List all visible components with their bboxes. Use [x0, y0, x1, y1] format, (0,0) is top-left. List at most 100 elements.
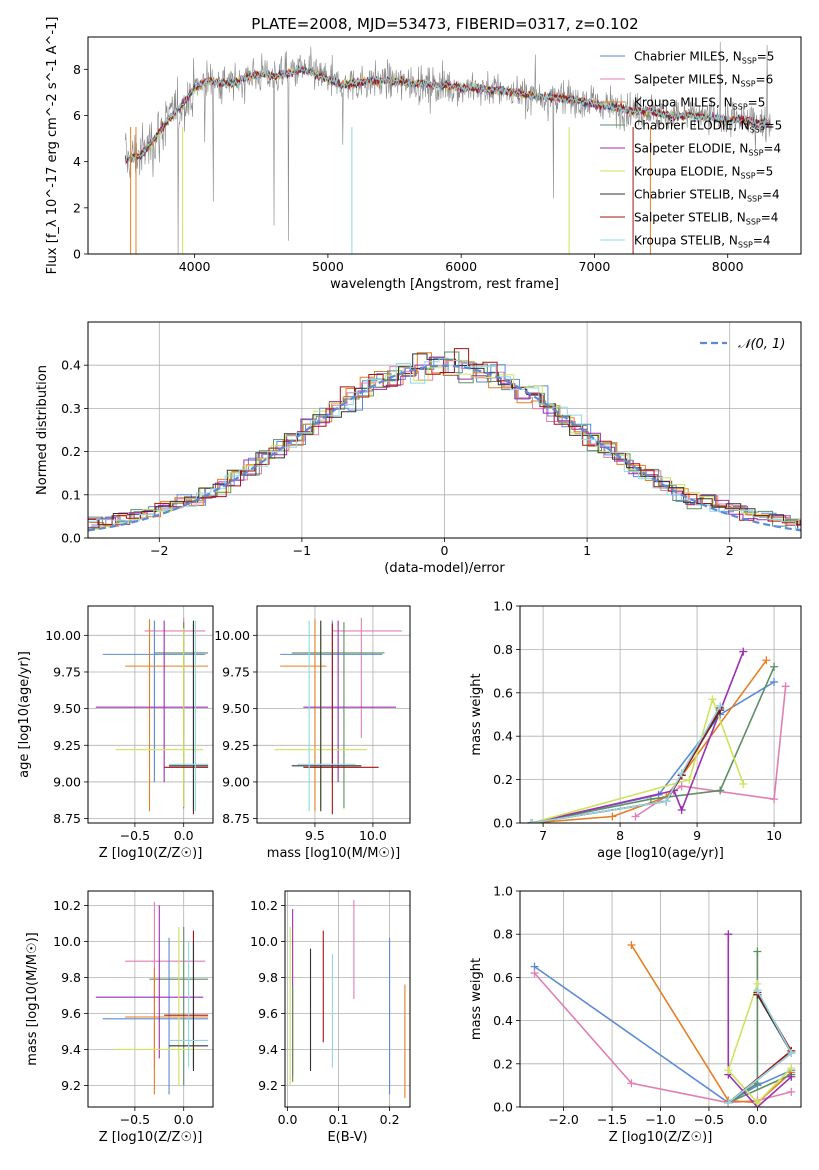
x-tick-label: 5000 — [312, 259, 344, 274]
x-tick-label: −2.0 — [548, 1112, 578, 1127]
legend-subscript: SSP — [741, 172, 756, 181]
mw_vs_Z-axes: −2.0 −1.5 −1.0 −0.5 0.0 0.0 0.2 0.4 0.6 0.8 1.0 Z [… — [469, 884, 802, 1145]
y-tick-label: 6 — [73, 108, 81, 123]
y-tick-label: 0.6 — [493, 685, 513, 700]
legend-suffix: =4 — [763, 142, 781, 156]
legend-subscript: SSP — [742, 57, 757, 66]
histogram-salpeter_miles — [90, 360, 801, 528]
y-axis-label: Flux [f_λ 10^-17 erg cm^-2 s^-1 A^-1] — [45, 17, 60, 275]
series-line-kroupa_stelib — [531, 705, 721, 823]
legend-entry: Chabrier MILES, NSSP=5 — [634, 50, 774, 66]
series-marker-kroupa_stelib — [527, 819, 536, 823]
series-line-chabrier_stelib — [727, 994, 793, 1104]
age_vs_mass-axes: 9.5 10.0 8.75 9.00 9.25 9.50 9.75 10.00 mass [lo… — [214, 605, 411, 861]
x-tick-label: −2 — [150, 543, 168, 558]
y-tick-label: 9.00 — [222, 774, 250, 789]
y-tick-label: 10.00 — [45, 628, 81, 643]
mw_vs_age-axes: 7 8 9 10 0.0 0.2 0.4 0.6 0.8 1.0 age [log10(age/yr… — [469, 599, 802, 861]
legend-subscript: SSP — [738, 241, 753, 250]
x-tick-label: 10 — [766, 828, 782, 843]
mw_vs_Z-lines — [530, 930, 796, 1107]
age_vs_Z-points — [95, 617, 209, 815]
y-tick-label: 9.4 — [258, 1042, 278, 1057]
x-tick-label: 0 — [441, 543, 449, 558]
normal-curve — [88, 364, 801, 532]
axes-frame — [87, 36, 802, 255]
y-tick-label: 4 — [73, 154, 81, 169]
legend-entry: Salpeter STELIB, NSSP=4 — [634, 211, 778, 227]
legend-subscript: SSP — [750, 126, 765, 135]
y-tick-label: 8.75 — [53, 811, 81, 826]
x-tick-label: 0.0 — [278, 1112, 298, 1127]
y-tick-label: 0.4 — [61, 358, 81, 373]
series-marker-salpeter_miles — [781, 682, 790, 691]
age_vs_Z-axes: −0.5 0.0 8.75 9.00 9.25 9.50 9.75 10.00 Z [log10… — [17, 605, 214, 861]
histogram-chabrier_elodie — [88, 351, 801, 530]
x-tick-label: 0.0 — [174, 1112, 194, 1127]
y-tick-label: 10.00 — [214, 628, 250, 643]
y-tick-label: 9.50 — [53, 701, 81, 716]
residuals-axes: −2 −1 0 1 2 0.0 0.1 0.2 0.3 0.4 (data-model)/error… — [35, 321, 802, 576]
y-tick-label: 0.8 — [493, 642, 513, 657]
series-marker-kroupa_stelib — [677, 769, 686, 778]
legend-entry: Salpeter ELODIE, NSSP=4 — [634, 142, 781, 158]
series-marker-kroupa_stelib — [662, 797, 671, 806]
series-marker-salpeter_elodie — [677, 805, 686, 814]
series-line-kroupa_elodie — [727, 983, 792, 1104]
legend-suffix: =6 — [756, 73, 774, 87]
series-marker-salpeter_miles — [787, 1087, 796, 1096]
axes-frame — [519, 605, 802, 824]
x-axis-label: E(B-V) — [327, 1130, 367, 1145]
y-tick-label: 9.50 — [222, 701, 250, 716]
series-marker-chabrier_elodie — [753, 947, 762, 956]
series-marker-kroupa_elodie — [724, 1066, 733, 1075]
legend-suffix: =4 — [762, 188, 780, 202]
series-marker-kroupa_elodie — [787, 1064, 796, 1073]
series-line-kroupa_miles — [531, 659, 768, 823]
x-tick-label: 7 — [539, 828, 547, 843]
series-marker-kroupa_miles — [608, 812, 617, 821]
y-tick-label: 9.8 — [258, 970, 278, 985]
series-marker-chabrier_elodie — [770, 662, 779, 671]
y-tick-label: 10.0 — [53, 934, 81, 949]
y-tick-label: 0.0 — [61, 531, 81, 546]
x-tick-label: 0.2 — [380, 1112, 400, 1127]
y-tick-label: 9.75 — [222, 664, 250, 679]
x-tick-label: 9 — [693, 828, 701, 843]
series-line-salpeter_elodie — [531, 651, 745, 823]
y-tick-label: 9.25 — [222, 738, 250, 753]
y-tick-label: 10.2 — [250, 898, 278, 913]
y-tick-label: 1.0 — [493, 599, 513, 614]
y-tick-label: 9.2 — [61, 1078, 81, 1093]
y-tick-label: 9.8 — [61, 970, 81, 985]
series-marker-salpeter_miles — [530, 969, 539, 978]
y-tick-label: 0.8 — [493, 927, 513, 942]
series-marker-salpeter_elodie — [787, 1072, 796, 1081]
y-axis-label: mass weight — [469, 958, 484, 1040]
spectrum-legend: Chabrier MILES, NSSP=5 Salpeter MILES, NS… — [600, 50, 782, 250]
x-axis-label: Z [log10(Z/Z☉)] — [99, 1130, 203, 1145]
series-marker-chabrier_elodie — [716, 786, 725, 795]
axes-frame — [87, 605, 214, 824]
series-line-chabrier_elodie — [531, 666, 775, 823]
legend-subscript: SSP — [741, 80, 756, 89]
series-marker-kroupa_elodie — [739, 779, 748, 788]
histogram-plot — [88, 348, 801, 532]
x-tick-label: 4000 — [179, 259, 211, 274]
y-tick-label: 10.0 — [250, 934, 278, 949]
y-tick-label: 0.2 — [493, 772, 513, 787]
x-tick-label: −1 — [293, 543, 311, 558]
x-tick-label: 9.5 — [305, 828, 325, 843]
x-tick-label: 8 — [616, 828, 624, 843]
y-tick-label: 1.0 — [493, 884, 513, 899]
series-marker-salpeter_miles — [627, 1079, 636, 1088]
legend-suffix: =4 — [753, 234, 771, 248]
series-marker-salpeter_miles — [631, 812, 640, 821]
x-tick-label: −0.5 — [120, 1112, 150, 1127]
series-line-chabrier_elodie — [727, 951, 792, 1104]
legend-suffix: =5 — [756, 165, 774, 179]
x-tick-label: 0.1 — [329, 1112, 349, 1127]
y-tick-label: 0.2 — [61, 444, 81, 459]
y-tick-label: 0 — [73, 247, 81, 262]
series-marker-kroupa_miles — [627, 941, 636, 949]
